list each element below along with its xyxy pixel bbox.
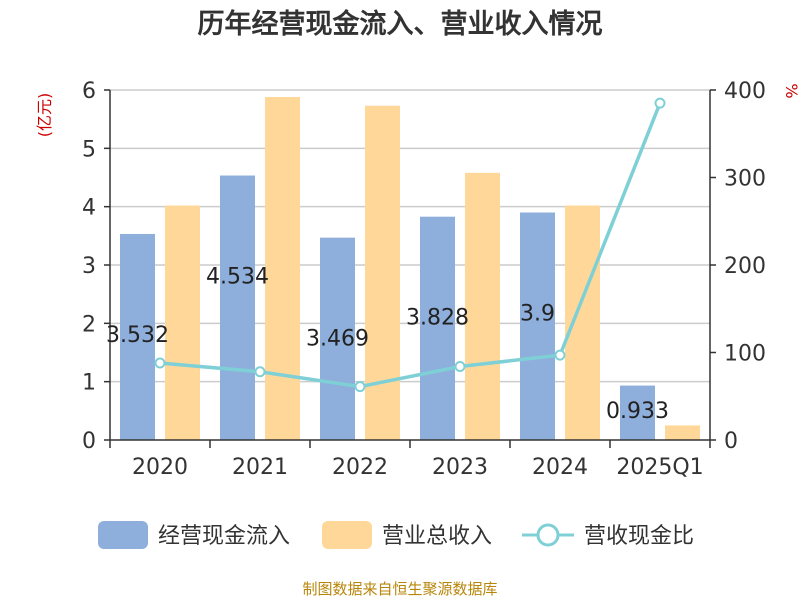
left-tick-label: 1 bbox=[82, 371, 96, 396]
x-tick-label: 2022 bbox=[332, 455, 388, 480]
right-axis-unit: % bbox=[782, 83, 800, 98]
bar-revenue bbox=[165, 205, 200, 440]
left-tick-label: 3 bbox=[82, 254, 96, 279]
axes: 0 1 2 3 4 5 6 0 100 200 300 400 2020 2021 2022 2023 2024… bbox=[82, 79, 766, 480]
x-tick-label: 2025Q1 bbox=[616, 455, 703, 480]
data-label-cashflow: 3.469 bbox=[306, 327, 369, 352]
point-ratio bbox=[454, 361, 466, 372]
bar-cashflow bbox=[520, 212, 555, 440]
bar-revenue bbox=[665, 425, 700, 440]
left-axis-unit: (亿元) bbox=[35, 93, 54, 138]
x-tick-label: 2021 bbox=[232, 455, 288, 480]
bar-revenue bbox=[365, 105, 400, 440]
source-note: 制图数据来自恒生聚源数据库 bbox=[302, 580, 497, 598]
bar-revenue bbox=[465, 172, 500, 441]
data-label-cashflow: 3.828 bbox=[406, 306, 469, 331]
point-ratio bbox=[554, 349, 566, 361]
point-ratio bbox=[354, 381, 366, 393]
legend-label-ratio: 营收现金比 bbox=[584, 524, 694, 549]
x-tick-label: 2024 bbox=[532, 455, 588, 480]
data-label-cashflow: 3.9 bbox=[520, 302, 555, 327]
right-tick-label: 400 bbox=[724, 79, 766, 104]
legend: 经营现金流入 营业总收入 营收现金比 bbox=[98, 521, 694, 549]
left-tick-label: 0 bbox=[82, 429, 96, 454]
line-ratio bbox=[159, 102, 662, 389]
bar-cashflow bbox=[220, 175, 255, 440]
right-tick-label: 300 bbox=[724, 167, 766, 192]
bar-cashflow bbox=[420, 216, 455, 440]
point-ratio bbox=[254, 366, 266, 378]
bar-revenue bbox=[265, 97, 300, 440]
line-series bbox=[154, 97, 666, 393]
data-label-cashflow: 4.534 bbox=[206, 265, 269, 290]
data-label-cashflow: 3.532 bbox=[106, 323, 169, 348]
left-tick-label: 6 bbox=[82, 79, 96, 104]
point-ratio bbox=[154, 357, 166, 369]
bar-cashflow bbox=[620, 385, 655, 440]
bars bbox=[120, 97, 700, 441]
right-tick-label: 100 bbox=[724, 342, 766, 367]
bar-revenue bbox=[565, 205, 600, 440]
legend-label-revenue: 营业总收入 bbox=[382, 524, 492, 549]
left-tick-label: 2 bbox=[82, 312, 96, 337]
left-tick-label: 4 bbox=[82, 196, 96, 221]
grid bbox=[110, 89, 710, 383]
right-tick-label: 200 bbox=[724, 254, 766, 279]
x-tick-label: 2023 bbox=[432, 455, 488, 480]
legend-label-cashflow: 经营现金流入 bbox=[158, 524, 290, 549]
left-tick-label: 5 bbox=[82, 137, 96, 162]
legend-swatch-revenue bbox=[322, 521, 372, 549]
chart-title: 历年经营现金流入、营业收入情况 bbox=[198, 8, 603, 40]
data-label-cashflow: 0.933 bbox=[606, 399, 669, 424]
legend-marker-ratio bbox=[536, 523, 560, 547]
right-tick-label: 0 bbox=[724, 429, 738, 454]
point-ratio bbox=[654, 97, 666, 109]
bar-cashflow bbox=[320, 237, 355, 440]
x-tick-label: 2020 bbox=[132, 455, 188, 480]
legend-swatch-cashflow bbox=[98, 521, 148, 549]
data-labels: 3.532 4.534 3.469 3.828 3.9 0.933 bbox=[106, 265, 669, 424]
bar-cashflow bbox=[120, 233, 155, 440]
